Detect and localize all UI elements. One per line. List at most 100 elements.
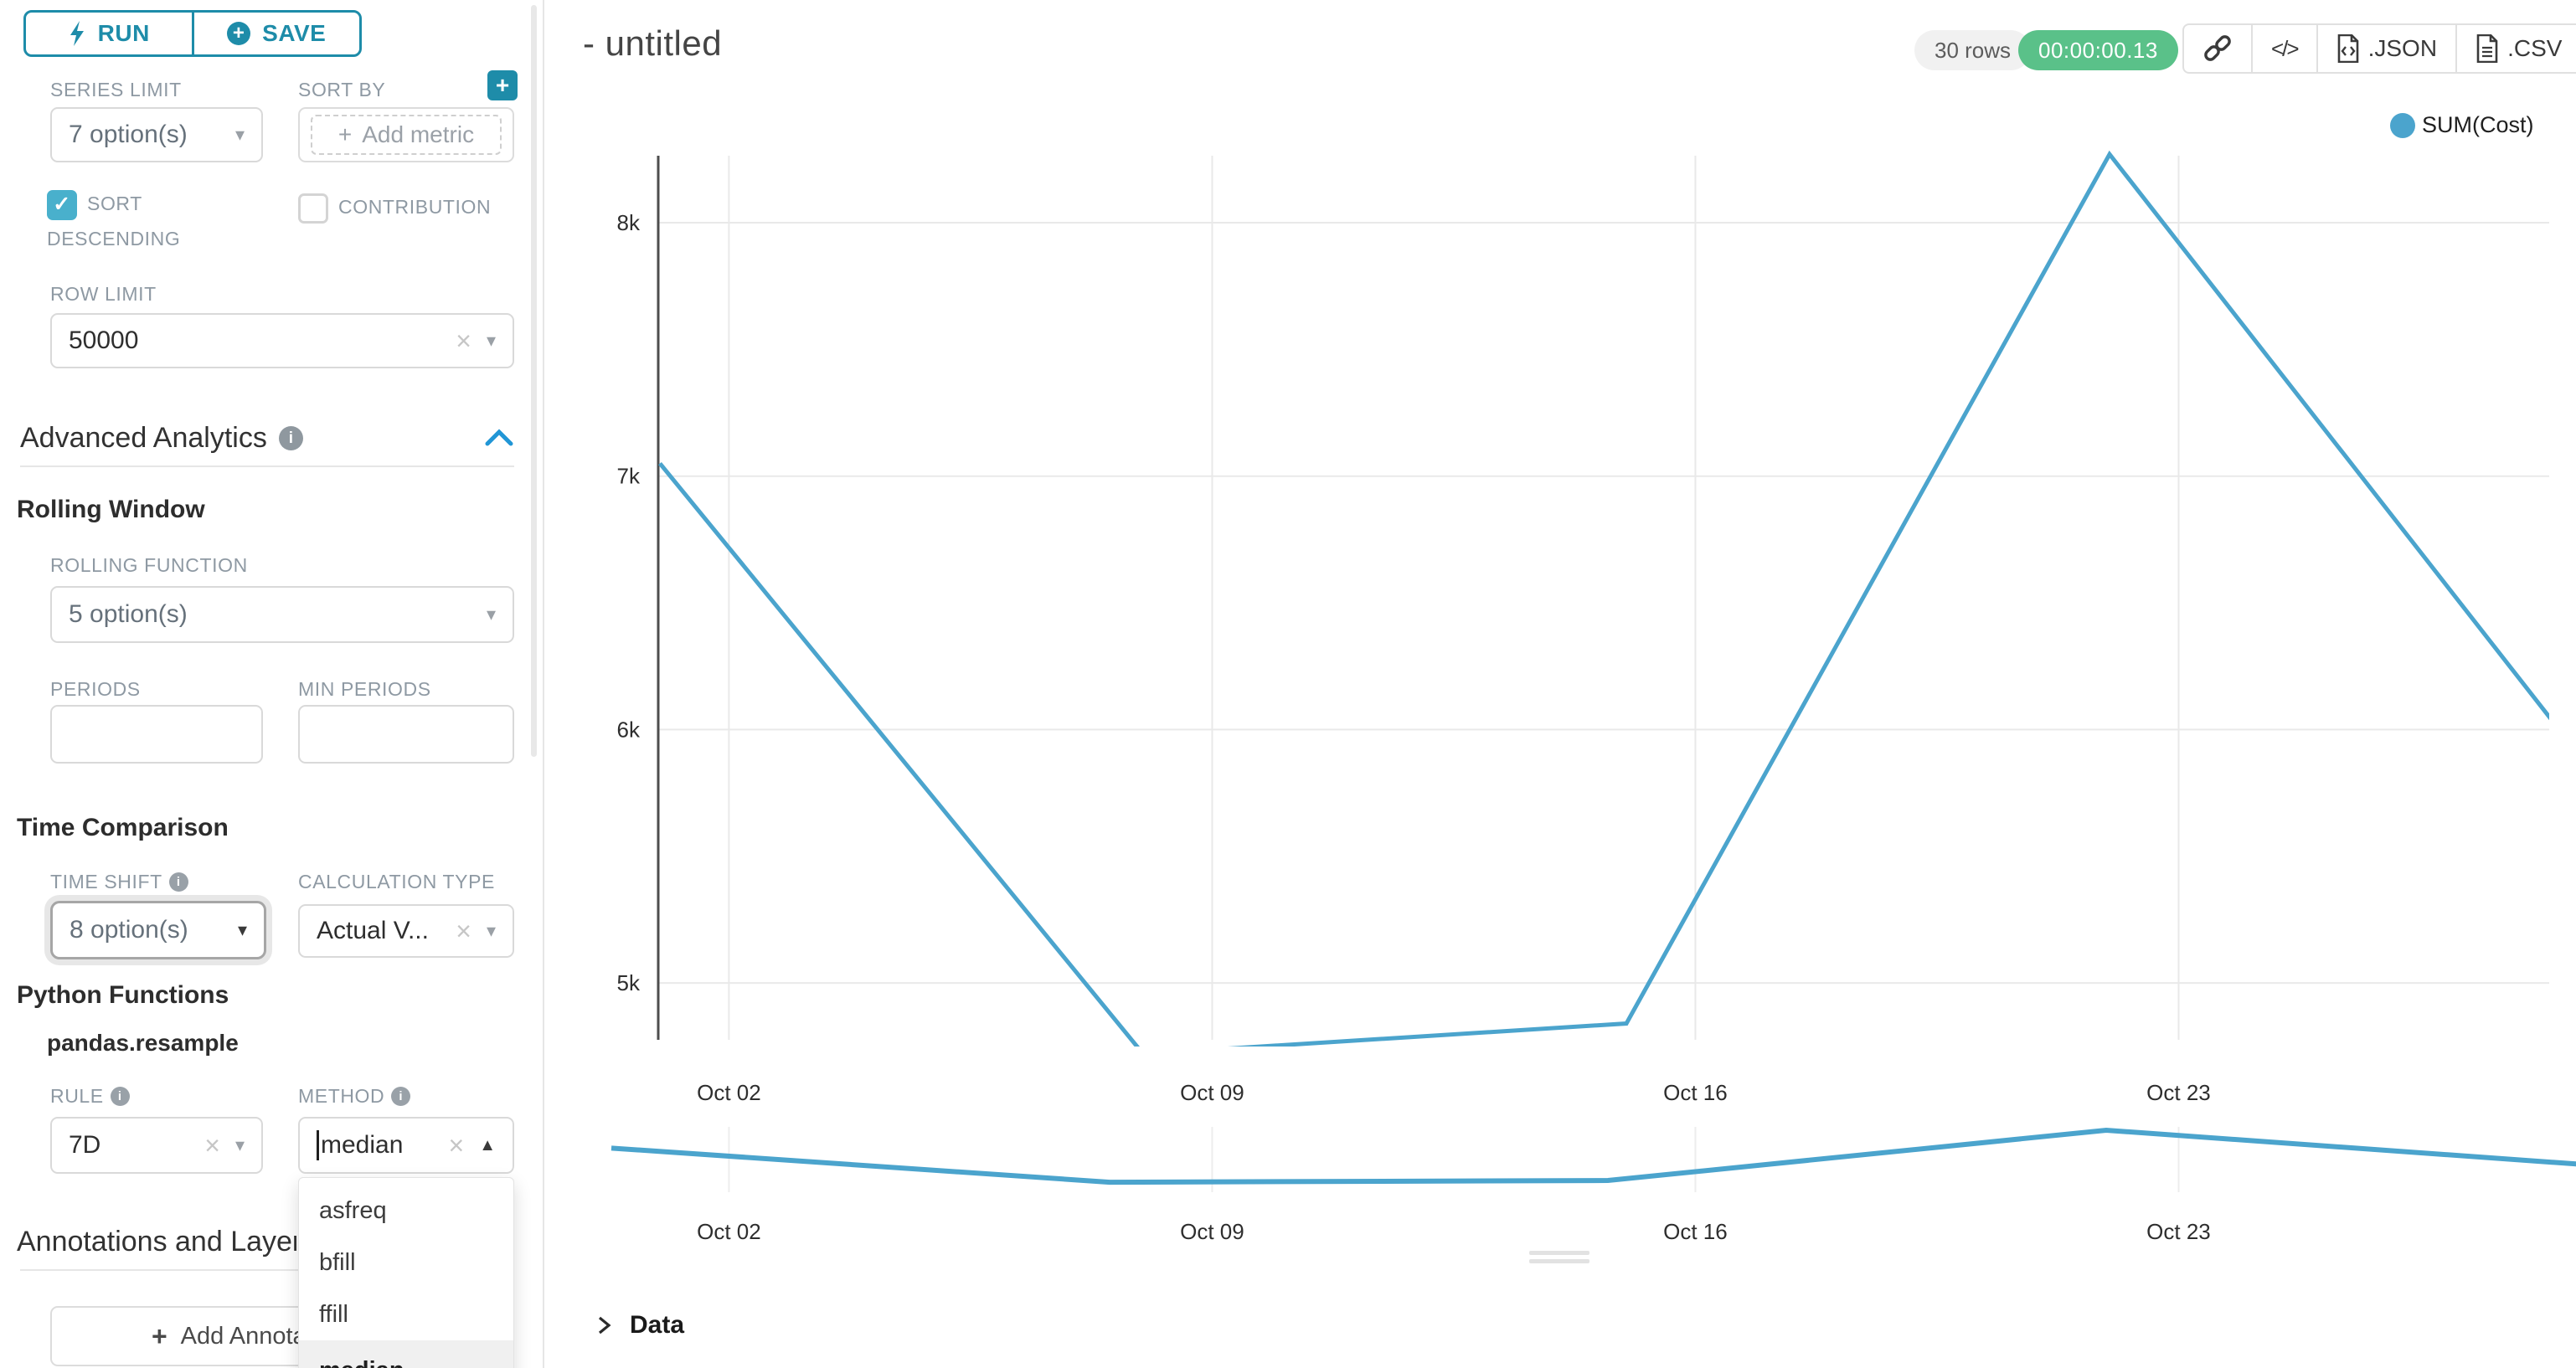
query-timer-badge: 00:00:00.13 — [2018, 30, 2178, 70]
chart-title[interactable]: - untitled — [583, 23, 723, 63]
time-comparison-title: Time Comparison — [17, 814, 229, 841]
min-periods-input[interactable] — [298, 705, 514, 764]
caret-down-icon: ▾ — [234, 1134, 245, 1155]
python-functions-title: Python Functions — [17, 981, 229, 1009]
link-icon — [2204, 35, 2231, 61]
rolling-function-value: 5 option(s) — [69, 600, 188, 628]
info-icon: i — [110, 1087, 130, 1106]
calculation-type-label: CALCULATION TYPE — [298, 871, 495, 892]
chevron-right-icon — [598, 1316, 611, 1335]
rolling-function-select[interactable]: 5 option(s) ▾ — [50, 586, 514, 643]
export-csv-button[interactable]: .CSV — [2455, 25, 2576, 72]
divider — [20, 1269, 514, 1271]
clear-icon[interactable]: × — [456, 916, 471, 946]
query-actions: RUN + SAVE — [23, 10, 362, 57]
calculation-type-value: Actual V... — [317, 917, 429, 944]
code-icon: </> — [2271, 35, 2300, 61]
resize-grip[interactable] — [1529, 1251, 1589, 1255]
calculation-type-select[interactable]: Actual V... × ▾ — [298, 904, 514, 958]
export-json-label: .JSON — [2367, 35, 2438, 61]
checkbox-unchecked-icon[interactable] — [298, 193, 328, 224]
run-button[interactable]: RUN — [26, 13, 192, 54]
method-option-ffill[interactable]: ffill — [319, 1300, 348, 1328]
caret-down-icon: ▾ — [486, 330, 496, 351]
svg-text:Oct 09: Oct 09 — [1180, 1080, 1244, 1105]
bolt-icon — [70, 21, 84, 46]
export-toolbar: </> .JSON .CSV — [2182, 23, 2576, 74]
series-limit-select[interactable]: 7 option(s) ▾ — [50, 107, 263, 162]
rule-value: 7D — [69, 1131, 101, 1159]
sort-by-add-metric[interactable]: + Add metric — [298, 107, 514, 162]
chevron-up-icon[interactable] — [482, 424, 516, 454]
add-sort-icon[interactable]: + — [487, 70, 518, 100]
sort-descending-label: SORT DESCENDING — [47, 193, 181, 249]
periods-input[interactable] — [50, 705, 263, 764]
text-cursor — [317, 1130, 319, 1160]
legend-dot — [2390, 112, 2415, 138]
rule-select[interactable]: 7D × ▾ — [50, 1117, 263, 1174]
svg-text:Oct 16: Oct 16 — [1663, 1219, 1728, 1244]
row-limit-select[interactable]: 50000 × ▾ — [50, 313, 514, 368]
file-json-icon — [2337, 34, 2358, 63]
series-limit-value: 7 option(s) — [69, 121, 188, 148]
method-value: median — [321, 1131, 404, 1159]
contribution-label: CONTRIBUTION — [338, 196, 492, 218]
rolling-function-label: ROLLING FUNCTION — [50, 554, 248, 576]
resize-grip[interactable] — [1529, 1259, 1589, 1263]
method-combobox[interactable]: median × ▲ — [298, 1117, 514, 1174]
advanced-analytics-header[interactable]: Advanced Analytics i — [20, 422, 303, 455]
plus-icon: + — [337, 121, 353, 147]
svg-text:Oct 23: Oct 23 — [2146, 1080, 2211, 1105]
svg-text:5k: 5k — [617, 970, 641, 995]
save-label: SAVE — [262, 20, 327, 46]
method-option-asfreq[interactable]: asfreq — [319, 1196, 387, 1224]
caret-up-icon: ▲ — [479, 1136, 496, 1155]
row-count-badge: 30 rows — [1914, 30, 2032, 70]
row-limit-label: ROW LIMIT — [50, 283, 157, 305]
checkbox-checked-icon[interactable]: ✓ — [47, 189, 77, 220]
clear-icon[interactable]: × — [456, 326, 471, 356]
annotations-header[interactable]: Annotations and Layers — [17, 1226, 296, 1257]
svg-text:6k: 6k — [617, 717, 641, 742]
clear-icon[interactable]: × — [448, 1130, 465, 1160]
legend-series-label: SUM(Cost) — [2422, 112, 2534, 137]
caret-down-icon: ▾ — [486, 920, 496, 941]
periods-label: PERIODS — [50, 678, 141, 700]
file-csv-icon — [2476, 34, 2498, 63]
svg-text:7k: 7k — [617, 464, 641, 489]
series-limit-label: SERIES LIMIT — [50, 79, 182, 100]
sort-descending-checkbox-row[interactable]: ✓ SORT DESCENDING — [47, 186, 256, 256]
plus-circle-icon: + — [227, 22, 251, 45]
method-option-bfill[interactable]: bfill — [319, 1248, 356, 1276]
data-section-toggle[interactable]: Data — [593, 1311, 684, 1340]
embed-code-button[interactable]: </> — [2251, 25, 2316, 72]
method-option-median[interactable]: median — [299, 1340, 513, 1368]
panel-divider — [543, 0, 544, 1368]
caret-down-icon: ▾ — [486, 604, 496, 625]
svg-text:Oct 16: Oct 16 — [1663, 1080, 1728, 1105]
rule-label: RULE i — [50, 1085, 130, 1108]
save-button[interactable]: + SAVE — [191, 13, 360, 54]
info-icon: i — [168, 872, 188, 892]
method-dropdown: asfreq bfill ffill median — [298, 1177, 514, 1368]
info-icon: i — [278, 426, 303, 450]
min-periods-label: MIN PERIODS — [298, 678, 431, 700]
time-shift-label: TIME SHIFT i — [50, 871, 188, 893]
add-metric-label: Add metric — [362, 121, 475, 147]
svg-text:Oct 02: Oct 02 — [697, 1080, 761, 1105]
chart-legend[interactable]: SUM(Cost) — [2390, 112, 2534, 138]
copy-link-button[interactable] — [2184, 25, 2251, 72]
svg-text:8k: 8k — [617, 210, 641, 235]
panel-scrollbar[interactable] — [531, 5, 537, 757]
contribution-checkbox-row[interactable]: CONTRIBUTION — [298, 189, 533, 224]
time-shift-select[interactable]: 8 option(s) ▾ — [50, 901, 266, 959]
svg-text:Oct 23: Oct 23 — [2146, 1219, 2211, 1244]
method-label: METHOD i — [298, 1085, 411, 1108]
caret-down-icon: ▾ — [237, 919, 247, 940]
clear-icon[interactable]: × — [204, 1130, 220, 1160]
run-label: RUN — [97, 20, 150, 46]
export-json-button[interactable]: .JSON — [2316, 25, 2455, 72]
pandas-resample-label: pandas.resample — [47, 1030, 239, 1056]
control-panel: RUN + SAVE SERIES LIMIT SORT BY + 7 opti… — [0, 0, 543, 1368]
